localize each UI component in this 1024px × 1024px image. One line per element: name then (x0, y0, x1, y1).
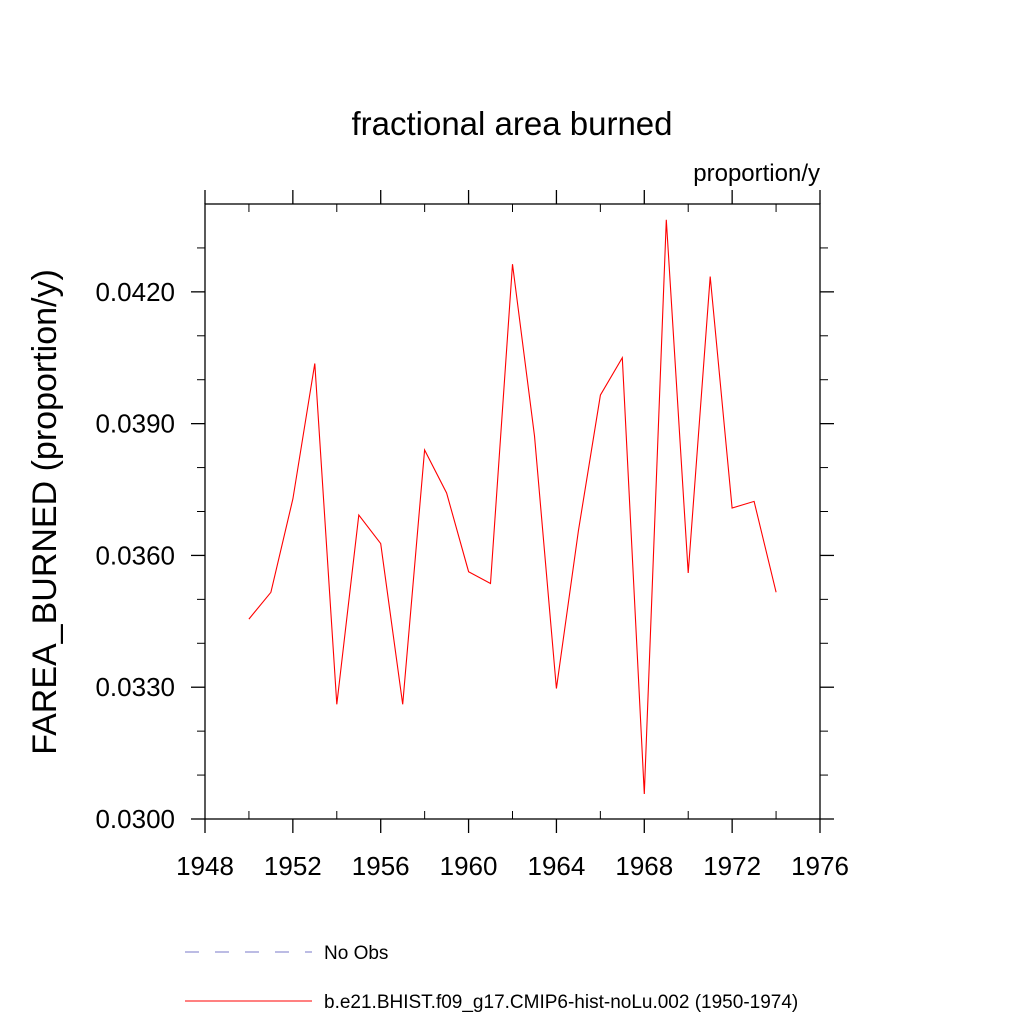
x-tick-label: 1956 (352, 851, 410, 881)
x-tick-label: 1968 (615, 851, 673, 881)
x-tick-label: 1964 (528, 851, 586, 881)
y-tick-label: 0.0360 (95, 540, 175, 570)
y-tick-label: 0.0330 (95, 672, 175, 702)
x-tick-label: 1972 (703, 851, 761, 881)
y-tick-label: 0.0390 (95, 409, 175, 439)
axis-tick-labels: 1948 1952 1956 1960 1964 1968 1972 1976 0.0300 0.… (95, 277, 848, 881)
y-tick-label: 0.0420 (95, 277, 175, 307)
plot-frame (204, 203, 821, 820)
legend-label-no-obs: No Obs (324, 943, 388, 964)
legend: No Obs b.e21.BHIST.f09_g17.CMIP6-hist-no… (185, 943, 798, 1013)
axis-ticks (191, 190, 834, 833)
y-axis-label: FAREA_BURNED (proportion/y) (26, 269, 64, 755)
series-line-0 (248, 219, 777, 795)
x-tick-label: 1976 (791, 851, 849, 881)
x-tick-label: 1960 (440, 851, 498, 881)
units-label: proportion/y (693, 160, 820, 187)
legend-label-model-run: b.e21.BHIST.f09_g17.CMIP6-hist-noLu.002 … (324, 992, 798, 1013)
chart-title: fractional area burned (351, 105, 672, 142)
series-group (248, 219, 777, 795)
x-tick-label: 1952 (264, 851, 322, 881)
y-tick-label: 0.0300 (95, 804, 175, 834)
x-tick-label: 1948 (176, 851, 234, 881)
